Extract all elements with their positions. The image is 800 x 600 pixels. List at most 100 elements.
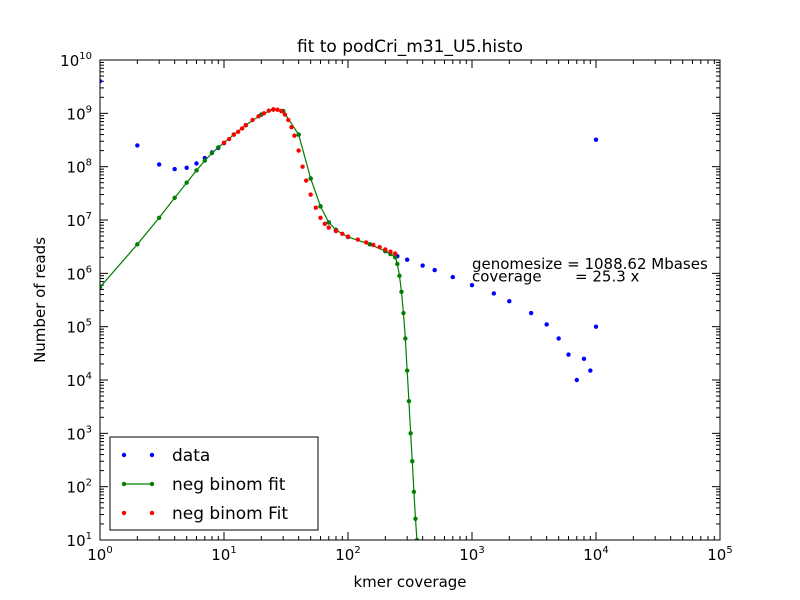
data-point	[289, 124, 294, 130]
data-point	[231, 132, 237, 137]
annotation-text: genomesize = 1088.62 Mbases	[472, 255, 708, 273]
data-point	[100, 284, 103, 290]
data-point	[303, 178, 309, 183]
data-point	[226, 136, 232, 142]
data-point	[528, 310, 534, 316]
data-point	[308, 176, 313, 181]
data-point	[221, 140, 227, 146]
data-point	[507, 299, 512, 304]
data-point	[135, 242, 140, 247]
data-point	[469, 282, 475, 288]
data-point	[363, 240, 369, 245]
data-point	[184, 180, 189, 185]
data-point	[235, 129, 241, 135]
legend-label: neg binom Fit	[172, 504, 288, 524]
data-point	[135, 143, 140, 148]
data-point	[216, 145, 221, 150]
data-point	[318, 204, 323, 209]
x-tick-label: 104	[583, 545, 608, 564]
data-point	[250, 117, 255, 123]
data-point	[261, 111, 267, 116]
x-axis-label: kmer coverage	[353, 573, 466, 591]
x-tick-label: 100	[87, 545, 112, 564]
data-point	[420, 263, 425, 268]
data-point	[266, 108, 272, 113]
y-tick-label: 108	[67, 158, 92, 177]
data-point	[392, 255, 398, 260]
data-point	[256, 114, 261, 119]
y-axis-label: Number of reads	[31, 237, 49, 363]
data-point	[279, 108, 284, 114]
data-point	[491, 291, 497, 296]
data-point	[397, 273, 402, 278]
data-point	[404, 257, 410, 262]
legend-marker	[149, 481, 155, 487]
y-tick-label: 104	[67, 371, 92, 390]
data-point	[401, 310, 406, 316]
data-point	[239, 126, 245, 131]
y-tick-label: 105	[67, 318, 92, 337]
data-point	[406, 399, 412, 404]
data-point	[172, 166, 177, 172]
annotation-text: coverage = 25.3 x	[472, 268, 640, 286]
data-point	[326, 220, 331, 225]
data-point	[574, 377, 579, 383]
data-point	[100, 79, 103, 84]
data-point	[308, 192, 313, 197]
legend-marker	[149, 510, 155, 516]
legend-label: neg binom fit	[172, 475, 286, 495]
legend-label: data	[172, 446, 210, 466]
data-point	[318, 215, 323, 220]
data-point	[588, 368, 593, 373]
data-point	[156, 162, 162, 167]
legend-marker	[121, 481, 127, 487]
legend-entry: data	[121, 446, 210, 466]
data-point	[355, 237, 361, 242]
data-point	[296, 148, 301, 153]
data-point	[371, 242, 376, 248]
x-tick-label: 103	[459, 545, 484, 564]
data-point	[367, 242, 373, 247]
data-point	[383, 247, 388, 252]
data-point	[292, 133, 297, 138]
data-point	[581, 356, 587, 361]
data-point	[194, 168, 199, 173]
data-point	[333, 228, 339, 234]
data-point	[194, 161, 199, 166]
data-point	[404, 368, 410, 373]
data-point	[408, 431, 413, 436]
data-point	[450, 274, 455, 280]
legend-marker	[149, 452, 155, 458]
data-point	[377, 244, 382, 250]
y-tick-label: 109	[67, 104, 92, 123]
data-point	[322, 221, 328, 226]
data-point	[271, 107, 276, 112]
chart-title: fit to podCri_m31_U5.histo	[297, 37, 523, 57]
y-tick-label: 102	[67, 478, 92, 497]
data-point	[414, 537, 420, 540]
legend: data neg binom fit neg binom Fit	[109, 436, 319, 531]
series-layer	[100, 79, 599, 540]
data-point	[209, 150, 215, 156]
y-tick-label: 106	[67, 264, 92, 283]
data-point	[403, 336, 408, 341]
x-tick-label: 102	[335, 545, 360, 564]
data-point	[313, 205, 319, 210]
data-point	[243, 122, 249, 128]
data-point	[593, 137, 599, 142]
axis-ticks: 100 101 102 103 104 1051011021031041051061071…	[60, 51, 733, 564]
x-tick-label: 101	[211, 545, 236, 564]
data-point	[275, 107, 280, 112]
data-point	[172, 195, 177, 201]
y-tick-label: 103	[67, 424, 92, 443]
y-tick-label: 107	[67, 211, 92, 230]
x-tick-label: 105	[707, 545, 732, 564]
plot-frame	[99, 59, 721, 541]
legend-marker	[121, 510, 127, 516]
data-point	[593, 324, 599, 329]
data-point	[395, 261, 400, 267]
y-tick-label: 1010	[60, 51, 92, 70]
data-point	[156, 215, 162, 220]
data-point	[544, 322, 549, 327]
